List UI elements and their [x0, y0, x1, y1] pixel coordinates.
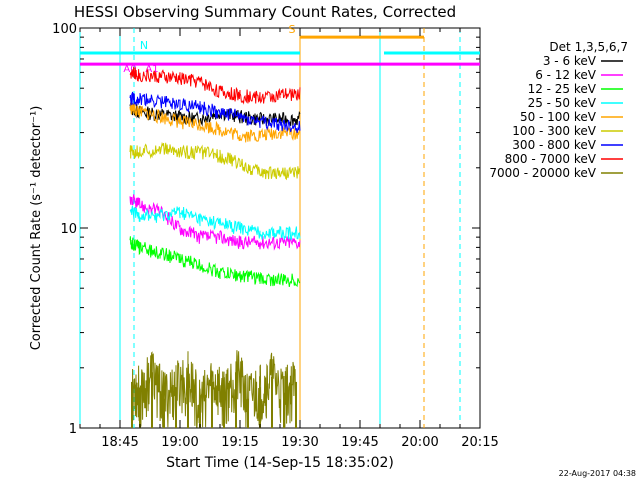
legend-label: 25 - 50 keV: [528, 96, 597, 110]
series-line: [129, 102, 301, 128]
x-tick-label: 19:00: [161, 435, 198, 450]
annotation-layer: N S A0 A1: [79, 23, 480, 428]
legend-title: Det 1,3,5,6,7: [549, 40, 628, 54]
y-tick-label: 10: [60, 222, 77, 237]
chart-title: HESSI Observing Summary Count Rates, Cor…: [74, 3, 456, 21]
x-tick-label: 19:15: [221, 435, 258, 450]
y-axis-label: Corrected Count Rate (s⁻¹ detector⁻¹): [29, 106, 44, 351]
attenuator-marker: A0: [123, 64, 136, 75]
series-line: [129, 102, 301, 143]
series-line: [129, 236, 301, 288]
legend-label: 300 - 800 keV: [512, 138, 596, 152]
axis-layer: 18:45 19:00 19:15 19:30 19:45 20:00 20:15 1 10 10…: [52, 22, 499, 450]
legend-label: 100 - 300 keV: [512, 124, 596, 138]
series-line: [129, 194, 301, 251]
footer-date: 22-Aug-2017 04:38: [559, 469, 636, 478]
series-line: [129, 66, 301, 105]
x-tick-label: 20:00: [401, 435, 438, 450]
series-line: [129, 141, 301, 181]
series-line: [129, 205, 301, 241]
series-line: [131, 350, 297, 429]
series-line: [129, 91, 301, 133]
legend-label: 12 - 25 keV: [528, 82, 597, 96]
legend-label: 6 - 12 keV: [535, 68, 597, 82]
x-axis-label: Start Time (14-Sep-15 18:35:02): [166, 455, 394, 471]
y-tick-label: 1: [69, 422, 77, 437]
x-tick-label: 19:30: [281, 435, 318, 450]
series-layer: [129, 66, 301, 429]
legend-label: 3 - 6 keV: [543, 54, 597, 68]
y-tick-label: 100: [52, 22, 77, 37]
flag-label: S: [289, 23, 296, 36]
x-tick-label: 20:15: [461, 435, 498, 450]
legend-label: 7000 - 20000 keV: [489, 166, 596, 180]
legend-label: 800 - 7000 keV: [505, 152, 597, 166]
legend-label: 50 - 100 keV: [520, 110, 597, 124]
flag-label: N: [140, 39, 148, 52]
attenuator-marker: A1: [145, 64, 158, 75]
x-tick-label: 19:45: [341, 435, 378, 450]
x-tick-label: 18:45: [101, 435, 138, 450]
